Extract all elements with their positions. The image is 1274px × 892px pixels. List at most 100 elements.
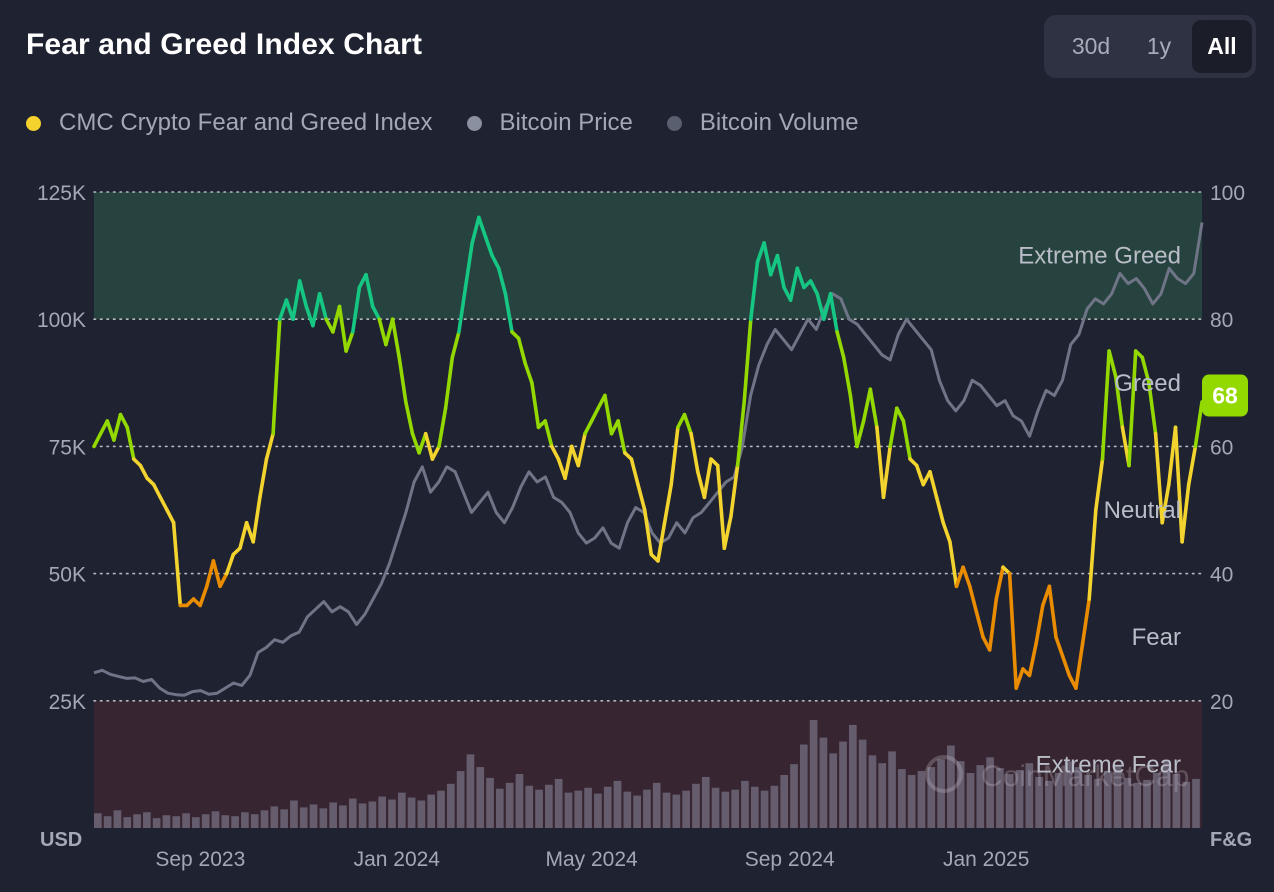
y-right-tick-label: 60 <box>1210 436 1233 459</box>
volume-bar <box>280 809 288 828</box>
fear-greed-segment <box>861 387 873 423</box>
volume-bar <box>270 806 279 828</box>
fear-greed-segment <box>948 539 959 589</box>
volume-bar <box>290 800 298 828</box>
zone-band-0 <box>94 192 1202 320</box>
fear-greed-segment <box>377 317 388 347</box>
legend-dot-icon <box>666 115 682 131</box>
legend-item-fear-greed[interactable]: CMC Crypto Fear and Greed Index <box>26 109 433 137</box>
fear-greed-segment <box>450 330 461 360</box>
legend-dot-icon <box>466 115 482 131</box>
volume-bar <box>1084 774 1092 828</box>
fear-greed-segment <box>815 291 826 322</box>
fear-greed-segment <box>311 291 322 328</box>
fear-greed-segment <box>742 317 753 404</box>
fear-greed-segment <box>914 463 926 487</box>
volume-bar <box>143 812 151 828</box>
fear-greed-segment <box>682 412 693 436</box>
volume-bar <box>162 815 171 828</box>
fear-greed-segment <box>1186 444 1198 487</box>
volume-bar <box>201 814 210 828</box>
fear-greed-segment <box>291 279 302 322</box>
volume-bar <box>192 817 200 828</box>
fear-greed-segment <box>1180 482 1191 544</box>
fear-greed-segment <box>616 419 627 455</box>
volume-bar <box>643 789 651 828</box>
fear-greed-segment <box>875 425 886 500</box>
y-left-axis-label: USD <box>40 829 82 851</box>
fear-greed-segment <box>1193 400 1204 449</box>
volume-bar <box>515 774 524 828</box>
volume-bar <box>388 799 396 828</box>
range-all-button[interactable]: All <box>1192 20 1252 73</box>
range-1y-button[interactable]: 1y <box>1146 33 1172 59</box>
volume-bar <box>790 764 798 828</box>
x-tick-label: Sep 2023 <box>155 848 245 871</box>
legend-label: Bitcoin Volume <box>699 109 859 136</box>
volume-bar <box>888 751 896 828</box>
fear-greed-segment <box>251 495 262 544</box>
volume-bar <box>260 810 269 828</box>
volume-bar <box>594 793 602 828</box>
volume-bar <box>368 801 377 828</box>
fear-greed-segment <box>941 520 952 544</box>
fear-greed-segment <box>729 463 740 519</box>
volume-bar <box>182 813 190 828</box>
fear-greed-segment <box>1153 431 1164 525</box>
volume-bar <box>760 790 769 828</box>
fear-greed-segment <box>689 431 700 474</box>
current-value-badge <box>1202 374 1248 417</box>
fear-greed-segment <box>125 425 136 461</box>
volume-bar <box>545 784 553 828</box>
volume-bar <box>898 769 906 828</box>
fear-greed-segment <box>828 291 839 334</box>
volume-bar <box>1182 781 1191 828</box>
volume-bar <box>319 808 328 828</box>
fear-greed-segment <box>277 298 289 322</box>
fear-greed-segment <box>218 571 229 589</box>
fear-greed-segment <box>344 330 355 353</box>
fear-greed-segment <box>384 317 395 347</box>
fear-greed-segment <box>1107 349 1118 379</box>
volume-bar <box>917 771 926 828</box>
fear-greed-segment <box>735 400 747 468</box>
fear-greed-segment <box>821 291 833 322</box>
legend-label: CMC Crypto Fear and Greed Index <box>59 109 433 136</box>
volume-bar <box>1192 778 1200 828</box>
fear-greed-segment <box>397 355 408 404</box>
volume-bar <box>1054 773 1063 828</box>
x-tick-label: May 2024 <box>545 848 638 871</box>
fear-greed-segment <box>987 597 999 652</box>
fear-greed-segment <box>954 565 965 589</box>
fear-greed-segment <box>762 241 773 277</box>
volume-bar <box>211 811 220 828</box>
fear-greed-segment <box>656 520 667 563</box>
volume-bar <box>1143 779 1151 828</box>
current-value-label: 68 <box>1212 383 1238 409</box>
y-right-tick-label: 40 <box>1210 564 1233 587</box>
legend-item-bitcoin-volume[interactable]: Bitcoin Volume <box>666 109 859 137</box>
fear-greed-segment <box>994 565 1005 601</box>
volume-bar <box>1074 767 1083 828</box>
fear-greed-segment <box>1160 482 1171 525</box>
range-30d-button[interactable]: 30d <box>1071 33 1111 59</box>
volume-bar <box>652 782 661 828</box>
volume-bar <box>1035 776 1043 828</box>
volume-bar <box>123 817 132 828</box>
fear-greed-segment <box>370 304 382 322</box>
zone-label: Extreme Fear <box>1036 751 1181 778</box>
fear-greed-segment <box>1140 355 1151 385</box>
volume-bar <box>692 783 700 828</box>
volume-bar <box>799 744 808 828</box>
volume-bar <box>623 791 632 828</box>
fear-greed-segment <box>1173 425 1184 544</box>
fear-greed-segment <box>835 330 846 360</box>
legend-item-bitcoin-price[interactable]: Bitcoin Price <box>466 109 633 137</box>
volume-bar <box>456 771 465 828</box>
fear-greed-segment <box>583 419 594 436</box>
fear-greed-segment <box>317 291 329 322</box>
volume-bar <box>358 803 367 828</box>
volume-bar <box>1005 774 1014 828</box>
volume-bar <box>427 794 436 828</box>
